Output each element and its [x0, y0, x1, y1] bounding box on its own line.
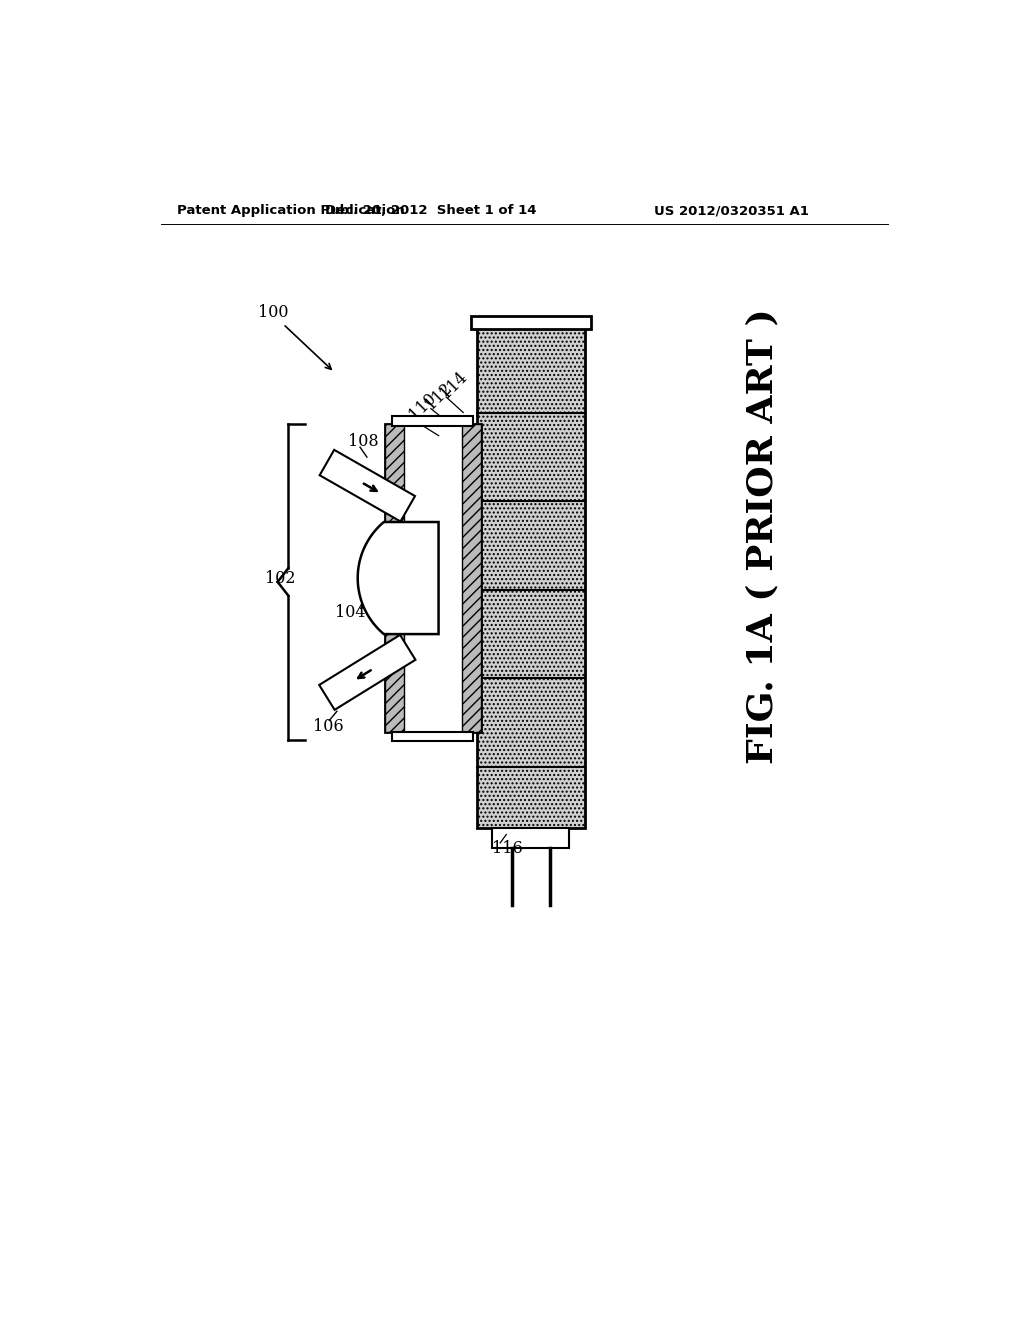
Text: 108: 108	[348, 433, 378, 450]
Polygon shape	[477, 327, 585, 829]
Polygon shape	[385, 424, 481, 733]
Text: 102: 102	[265, 569, 296, 586]
Polygon shape	[385, 424, 403, 733]
Text: US 2012/0320351 A1: US 2012/0320351 A1	[654, 205, 809, 218]
Text: 106: 106	[313, 718, 344, 735]
Text: FIG. 1A ( PRIOR ART ): FIG. 1A ( PRIOR ART )	[745, 308, 779, 763]
Text: 100: 100	[258, 304, 288, 321]
Text: 112: 112	[422, 379, 456, 412]
Polygon shape	[493, 829, 569, 847]
Polygon shape	[392, 733, 473, 742]
Polygon shape	[319, 450, 415, 521]
Text: 110: 110	[407, 389, 440, 424]
Text: Patent Application Publication: Patent Application Publication	[177, 205, 404, 218]
Text: 116: 116	[493, 840, 523, 857]
Polygon shape	[462, 424, 481, 733]
Text: 114: 114	[437, 368, 471, 401]
Polygon shape	[357, 521, 438, 634]
Text: Dec. 20, 2012  Sheet 1 of 14: Dec. 20, 2012 Sheet 1 of 14	[325, 205, 537, 218]
Polygon shape	[471, 317, 591, 330]
Text: 104: 104	[335, 605, 366, 622]
Polygon shape	[392, 416, 473, 425]
Polygon shape	[319, 635, 416, 710]
